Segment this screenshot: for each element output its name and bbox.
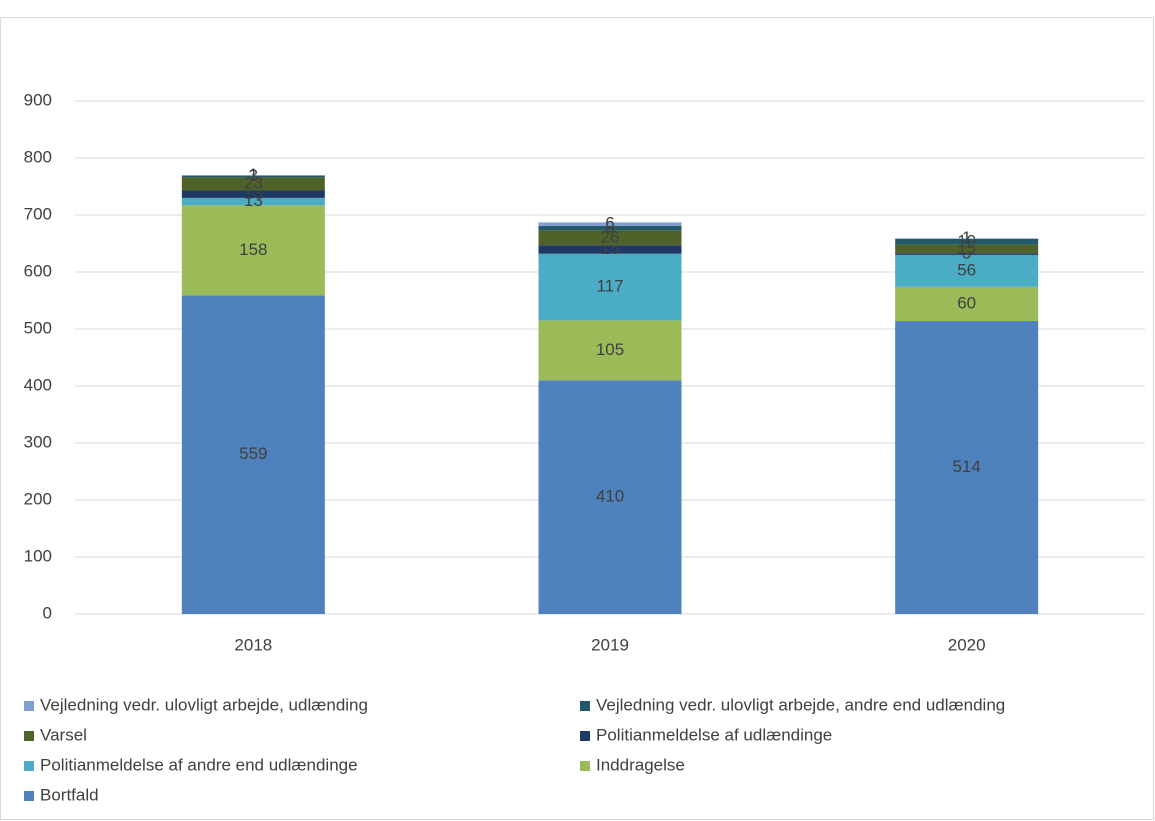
bar-segment	[895, 321, 1039, 614]
bar-segment	[895, 238, 1039, 245]
bar-segment	[181, 205, 325, 296]
bar-segment	[538, 380, 682, 614]
y-tick-label: 500	[24, 318, 52, 337]
data-label: 26	[601, 227, 620, 246]
legend-label: Inddragelse	[596, 755, 685, 774]
y-tick-label: 900	[24, 90, 52, 109]
data-label: 410	[596, 487, 624, 506]
bar-segment	[895, 286, 1039, 322]
data-label: 8	[605, 218, 614, 237]
bar-segment	[895, 253, 1039, 255]
legend-label: Vejledning vedr. ulovligt arbejde, andre…	[596, 695, 1005, 714]
y-tick-label: 100	[24, 546, 52, 565]
bar-segment	[181, 190, 325, 198]
legend-swatch	[24, 791, 34, 801]
legend-label: Vejledning vedr. ulovligt arbejde, udlæn…	[40, 695, 368, 714]
legend-label: Politianmeldelse af udlændinge	[596, 725, 832, 744]
bar-segment	[538, 230, 682, 246]
legend-swatch	[24, 731, 34, 741]
data-label: 514	[952, 457, 980, 476]
y-tick-label: 700	[24, 204, 52, 223]
legend-swatch	[580, 731, 590, 741]
y-tick-label: 600	[24, 261, 52, 280]
bar-segment	[895, 244, 1039, 254]
data-label: 23	[244, 173, 263, 192]
data-label: 60	[957, 293, 976, 312]
legend-swatch	[24, 701, 34, 711]
bar-segment	[895, 254, 1039, 287]
bar-segment	[538, 253, 682, 321]
x-tick-label: 2020	[948, 635, 986, 654]
bar-segment	[895, 238, 1039, 239]
data-label: 559	[239, 444, 267, 463]
legend-label: Politianmeldelse af andre end udlændinge	[40, 755, 358, 774]
legend-swatch	[24, 761, 34, 771]
bar-segment	[181, 177, 325, 191]
data-label: 1	[249, 165, 258, 184]
bar-segment	[181, 175, 325, 176]
data-label: 1	[962, 228, 971, 247]
data-label: 10	[957, 231, 976, 250]
data-label: 117	[596, 277, 623, 296]
legend-label: Bortfald	[40, 785, 99, 804]
x-tick-label: 2018	[234, 635, 272, 654]
bar-segment	[538, 222, 682, 226]
legend-label: Varsel	[40, 725, 87, 744]
bar-segment	[538, 225, 682, 231]
bar-segment	[181, 197, 325, 206]
bar-segment	[538, 320, 682, 381]
data-label: 158	[239, 240, 267, 259]
bar-segment	[181, 295, 325, 614]
data-label: 56	[957, 260, 976, 279]
y-tick-label: 200	[24, 489, 52, 508]
data-label: 105	[596, 340, 624, 359]
bar-segment	[181, 175, 325, 178]
chart-border	[0, 17, 1154, 820]
y-tick-label: 800	[24, 147, 52, 166]
y-tick-label: 0	[43, 603, 52, 622]
y-tick-label: 400	[24, 375, 52, 394]
legend-swatch	[580, 701, 590, 711]
y-tick-label: 300	[24, 432, 52, 451]
data-label: 6	[605, 214, 614, 233]
bar-segment	[538, 245, 682, 254]
legend-swatch	[580, 761, 590, 771]
x-tick-label: 2019	[591, 635, 629, 654]
